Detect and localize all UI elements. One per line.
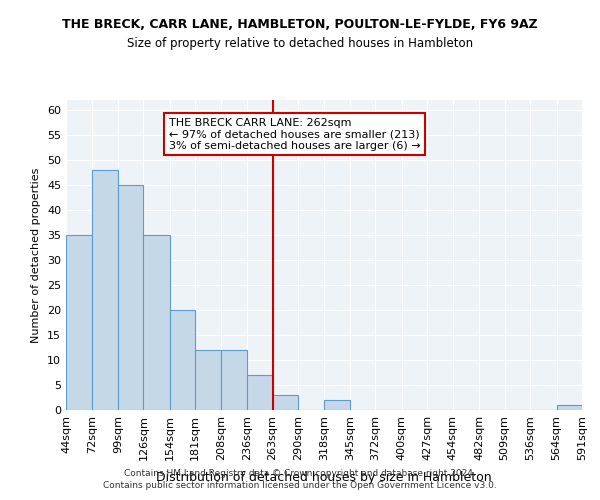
Text: THE BRECK CARR LANE: 262sqm
← 97% of detached houses are smaller (213)
3% of sem: THE BRECK CARR LANE: 262sqm ← 97% of det…	[169, 118, 421, 150]
Bar	[195, 350, 221, 410]
Bar	[170, 310, 195, 410]
Bar	[66, 235, 92, 410]
Text: Contains HM Land Registry data © Crown copyright and database right 2024.: Contains HM Land Registry data © Crown c…	[124, 468, 476, 477]
Bar	[557, 405, 582, 410]
Bar	[325, 400, 350, 410]
X-axis label: Distribution of detached houses by size in Hambleton: Distribution of detached houses by size …	[156, 471, 492, 484]
Bar	[118, 185, 143, 410]
Bar	[272, 395, 298, 410]
Bar	[143, 235, 170, 410]
Y-axis label: Number of detached properties: Number of detached properties	[31, 168, 41, 342]
Text: Contains public sector information licensed under the Open Government Licence v3: Contains public sector information licen…	[103, 481, 497, 490]
Bar	[247, 375, 272, 410]
Bar	[221, 350, 247, 410]
Text: THE BRECK, CARR LANE, HAMBLETON, POULTON-LE-FYLDE, FY6 9AZ: THE BRECK, CARR LANE, HAMBLETON, POULTON…	[62, 18, 538, 30]
Bar	[92, 170, 118, 410]
Text: Size of property relative to detached houses in Hambleton: Size of property relative to detached ho…	[127, 38, 473, 51]
